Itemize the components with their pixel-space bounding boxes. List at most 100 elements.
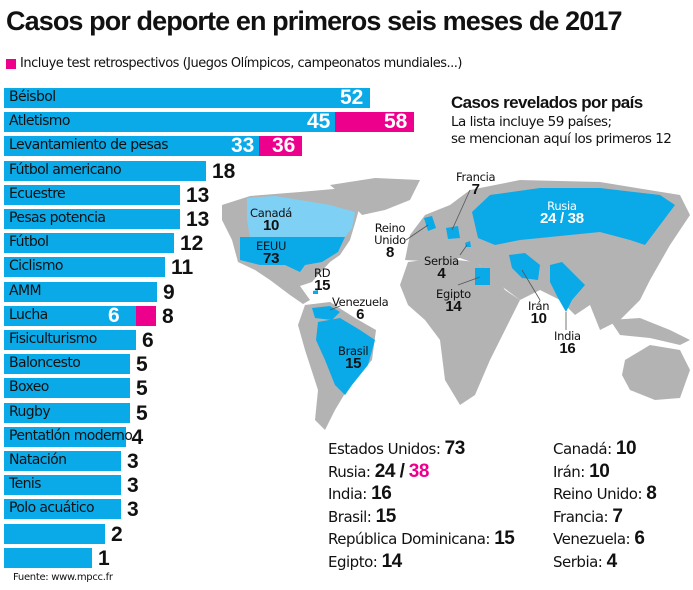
bar-base [4, 233, 174, 254]
country-venezuela [312, 306, 340, 320]
map-label-reino-unido: Reino Unido 8 [374, 221, 406, 261]
bar-value-label: 6 [142, 329, 154, 352]
bar-retrospective [335, 112, 414, 133]
legend-swatch-retrospective [6, 58, 16, 69]
bar-base [4, 281, 157, 302]
bar-base [4, 209, 180, 229]
map-label-brasil: Brasil 15 [338, 344, 369, 372]
country-india [550, 262, 585, 312]
bar-category-label: Rugby [9, 403, 51, 420]
bar-base [4, 402, 130, 423]
bar-base [4, 257, 165, 278]
bar-category-label: Polo acuático [9, 500, 95, 517]
bar-total-label: 36 [272, 134, 296, 158]
bar-base [4, 547, 92, 568]
country-list-left: Estados Unidos: 73 Rusia: 24 / 38 India:… [328, 438, 515, 573]
map-label-india: India 16 [554, 329, 581, 357]
bar-category-label: Natación [9, 452, 67, 468]
bar-category-label: Atletismo [9, 113, 70, 130]
bar-category-label: Ciclismo [9, 258, 63, 275]
map-label-francia: Francia 7 [456, 170, 496, 198]
bar-base [4, 426, 126, 447]
map-title: Casos revelados por país [451, 93, 643, 112]
bar-base [4, 305, 136, 326]
bar-base [4, 378, 130, 399]
list-item: Estados Unidos: 73 [328, 438, 465, 459]
bar-value-label: 4 [131, 425, 144, 449]
list-item: Serbia: 4 [553, 550, 617, 572]
list-item: Venezuela: 6 [553, 528, 645, 549]
map-label-rd: RD 15 [314, 266, 331, 294]
bar-base [4, 451, 121, 471]
highlighted-countries [240, 188, 675, 395]
country-russia [472, 188, 675, 245]
bar-value-label: 3 [127, 498, 139, 522]
bar-retrospective [259, 136, 302, 157]
list-item: Francia: 7 [553, 505, 623, 527]
map-label-canada: Canadá 10 [250, 206, 292, 234]
bar-base [4, 112, 335, 133]
bar-category-label: Tenis [9, 476, 41, 493]
bar-base [4, 136, 259, 157]
bar-category-label: Fisiculturismo [9, 331, 97, 347]
bar-value-label: 12 [180, 232, 204, 256]
bar-value-label: 45 [307, 110, 331, 134]
bar-category-label: Boxeo [9, 379, 49, 396]
list-item: India: 16 [328, 483, 392, 504]
country-rd [313, 290, 318, 294]
bar-category-label: Baloncesto [9, 355, 81, 372]
map-subtitle: La lista incluye 59 países; se mencionan… [451, 114, 691, 148]
map-label-egipto: Egipto 14 [436, 287, 471, 315]
bar-category-label: Fútbol [9, 234, 49, 251]
leader-line-serbia [459, 244, 468, 256]
bar-base [4, 523, 105, 544]
bar-category-label: Pesas potencia [9, 210, 106, 226]
leader-line-egypt [457, 276, 481, 286]
country-france [446, 226, 460, 239]
bar-base [4, 88, 370, 108]
legend-label: Incluye test retrospectivos (Juegos Olím… [20, 56, 462, 71]
bar-value-label: 3 [127, 450, 139, 473]
list-item: Egipto: 14 [328, 550, 402, 572]
bar-base [4, 184, 180, 205]
list-item: Reino Unido: 8 [553, 483, 657, 504]
bar-value-label: 5 [136, 377, 148, 401]
bar-category-label: Fútbol americano [9, 161, 122, 178]
bar-total-label: 58 [384, 110, 408, 134]
bar-value-label: 13 [186, 208, 210, 231]
leader-line-france [451, 189, 471, 231]
bar-base [4, 499, 121, 520]
country-usa [240, 237, 345, 272]
southeast-asia [610, 318, 690, 345]
bar-value-label: 1 [98, 546, 110, 570]
source-note: Fuente: www.mpcc.fr [13, 572, 113, 583]
country-egypt [475, 268, 490, 285]
bar-value-label: 18 [212, 159, 236, 183]
bar-value-label: 9 [163, 280, 175, 304]
bar-value-label: 52 [340, 86, 364, 109]
bar-value-label: 2 [111, 522, 123, 546]
leader-line-uk [405, 224, 429, 241]
leader-line-venezuela [329, 305, 341, 311]
list-item: Brasil: 15 [328, 505, 396, 527]
list-item: Rusia: 24 / 38 [328, 460, 429, 482]
bar-base [4, 160, 206, 181]
bar-value-label: 5 [136, 401, 148, 425]
country-uk [424, 216, 436, 231]
list-item: Irán: 10 [553, 460, 610, 482]
bar-category-label: Pentatlón moderno [9, 427, 133, 444]
bar-category-label: Ecuestre [9, 185, 66, 202]
map-subtitle-line: La lista incluye 59 países; [451, 114, 612, 130]
chart-title: Casos por deporte en primeros seis meses… [6, 6, 623, 36]
country-brasil [316, 318, 375, 395]
bar-base [4, 330, 136, 350]
leader-lines [329, 189, 567, 330]
legend: Incluye test retrospectivos (Juegos Olím… [6, 56, 462, 71]
country-iran [509, 253, 540, 280]
bar-value-label: 11 [171, 256, 194, 280]
bar-value-label: 5 [136, 353, 148, 377]
list-item: Canadá: 10 [553, 438, 637, 459]
bar-value-label: 33 [231, 134, 255, 158]
